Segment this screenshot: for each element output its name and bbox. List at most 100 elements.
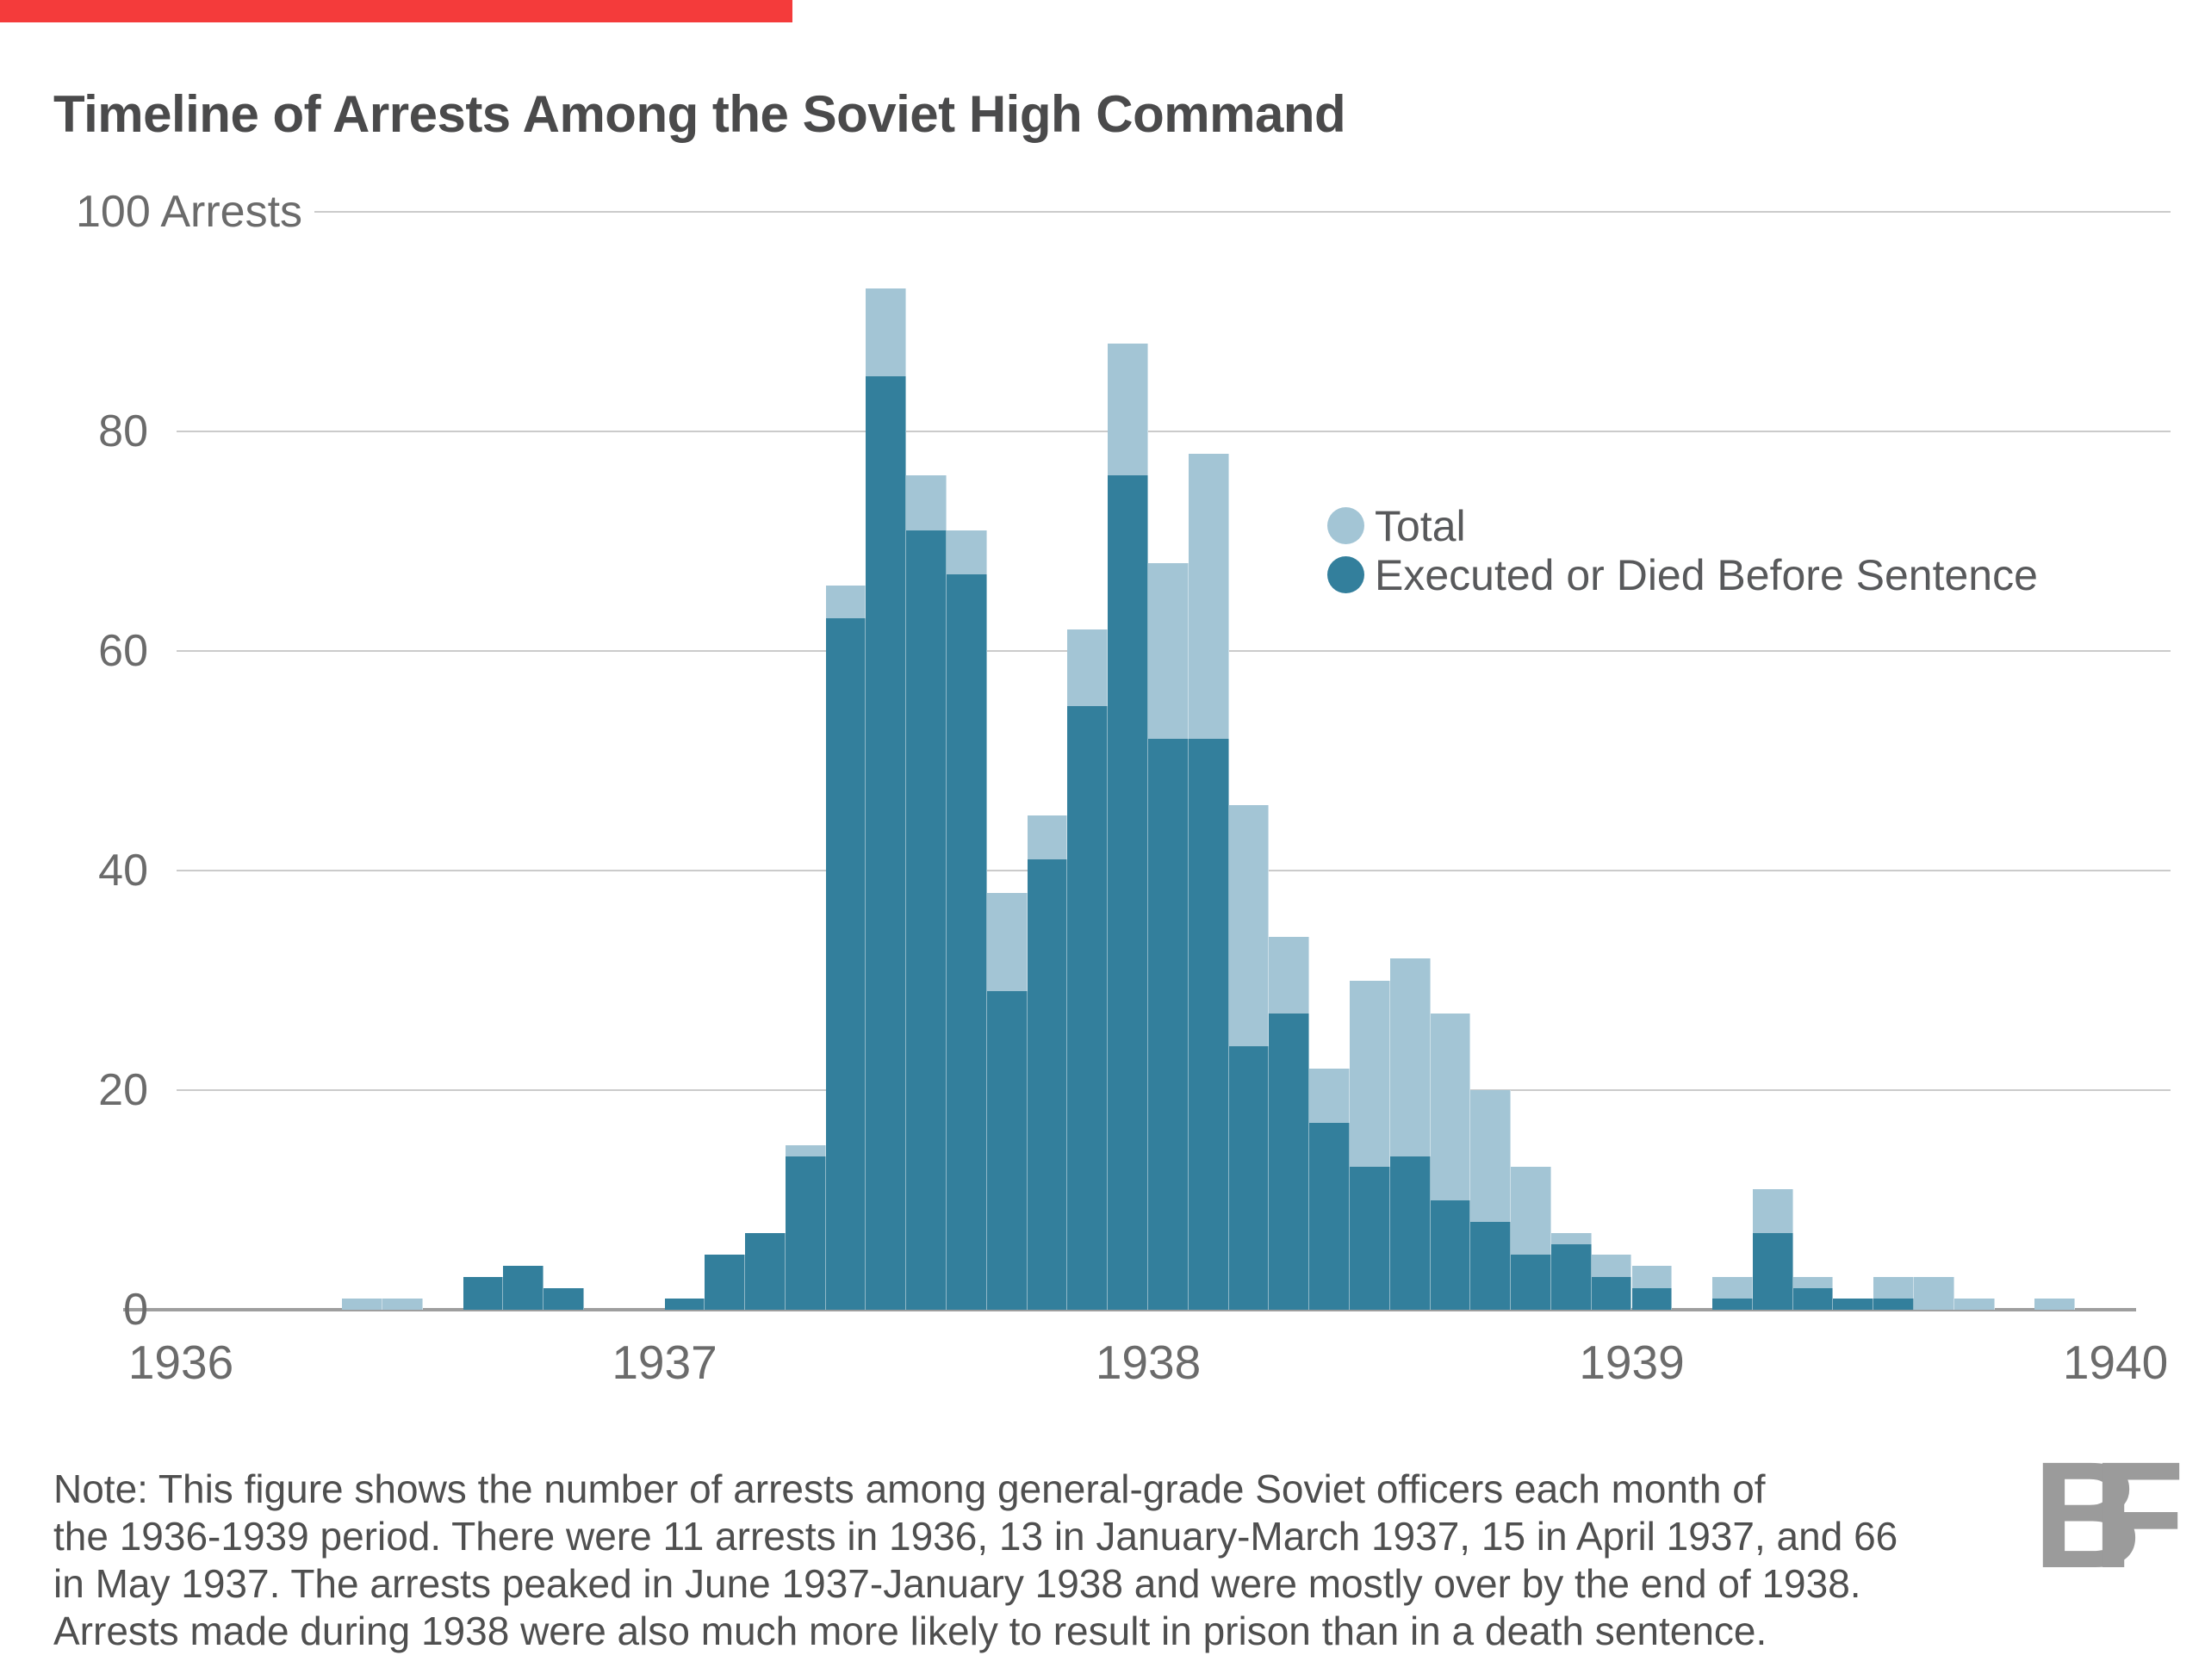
bar-column-Jan 1938 <box>1148 563 1189 1310</box>
bar-executed <box>1148 739 1189 1310</box>
x-tick-label-1940: 1940 <box>2062 1336 2169 1389</box>
bar-column-Nov 1937 <box>1067 629 1109 1310</box>
bar-executed <box>947 573 987 1310</box>
bar-column-Feb 1937 <box>705 1255 746 1310</box>
bar-column-Jun 1936 <box>382 1299 423 1310</box>
bar-column-Jun 1937 <box>866 288 907 1310</box>
top-red-bar <box>0 0 792 22</box>
bar-executed <box>664 1299 705 1310</box>
bar-executed <box>1389 1156 1431 1310</box>
bar-column-May 1936 <box>342 1299 382 1310</box>
y-gridline-80 <box>177 431 2171 432</box>
bar-column-Mar 1939 <box>1712 1276 1753 1310</box>
bar-executed <box>1591 1276 1632 1310</box>
bar-executed <box>906 530 947 1310</box>
legend-dot-executed-icon <box>1327 556 1364 593</box>
bar-executed <box>825 617 866 1310</box>
bar-executed <box>1309 1123 1350 1310</box>
bar-column-Aug 1939 <box>1914 1276 1954 1310</box>
bar-column-Oct 1938 <box>1511 1167 1551 1310</box>
bar-column-Dec 1938 <box>1591 1255 1632 1310</box>
bar-executed <box>1228 1046 1270 1310</box>
bar-total <box>1914 1276 1954 1310</box>
bar-column-Oct 1937 <box>1027 815 1068 1310</box>
bar-executed <box>705 1255 746 1310</box>
bar-column-Nov 1938 <box>1550 1232 1592 1310</box>
bar-executed <box>1511 1255 1551 1310</box>
note-line: the 1936-1939 period. There were 11 arre… <box>53 1514 1898 1559</box>
note-line: Note: This figure shows the number of ar… <box>53 1466 1766 1511</box>
bar-column-Aug 1936 <box>463 1276 504 1310</box>
bar-executed <box>1752 1232 1793 1310</box>
bar-executed <box>1712 1299 1753 1310</box>
bar-column-May 1939 <box>1792 1276 1834 1310</box>
x-tick-label-1936: 1936 <box>127 1336 234 1389</box>
bar-column-May 1938 <box>1309 1068 1350 1310</box>
legend-dot-total-icon <box>1327 507 1364 544</box>
y-tick-label-0: 0 <box>123 1285 148 1335</box>
bar-total <box>382 1299 423 1310</box>
bar-executed <box>1108 475 1148 1310</box>
x-tick-label-1938: 1938 <box>1095 1336 1202 1389</box>
bar-executed <box>463 1276 504 1310</box>
bar-executed <box>745 1232 786 1310</box>
bar-column-Aug 1938 <box>1430 1013 1471 1310</box>
bar-column-Apr 1939 <box>1752 1188 1793 1310</box>
bar-column-Jul 1938 <box>1389 958 1431 1310</box>
bar-executed <box>1067 705 1109 1310</box>
legend: Total Executed or Died Before Sentence <box>1327 501 2038 599</box>
bar-executed <box>1631 1287 1673 1310</box>
bar-total <box>1953 1299 1995 1310</box>
y-gridline-100 <box>314 211 2171 213</box>
bar-executed <box>1550 1243 1592 1310</box>
bar-executed <box>543 1287 584 1310</box>
x-axis-line <box>123 1308 2136 1311</box>
legend-item-total: Total <box>1327 501 2038 550</box>
bar-column-Jan 1937 <box>664 1299 705 1310</box>
bar-total <box>2034 1299 2076 1310</box>
bar-column-Mar 1937 <box>745 1232 786 1310</box>
bar-column-Aug 1937 <box>947 530 987 1310</box>
legend-label-executed: Executed or Died Before Sentence <box>1375 550 2038 599</box>
bar-executed <box>1430 1200 1471 1310</box>
buzzfeed-logo: BF <box>2033 1440 2185 1591</box>
bar-total <box>342 1299 382 1310</box>
y-tick-label-80: 80 <box>98 406 148 456</box>
bar-executed <box>1792 1287 1834 1310</box>
bar-executed <box>986 991 1028 1310</box>
x-tick-label-1939: 1939 <box>1579 1336 1685 1389</box>
bar-executed <box>1833 1299 1874 1310</box>
note-line: Arrests made during 1938 were also much … <box>53 1609 1767 1653</box>
page-title: Timeline of Arrests Among the Soviet Hig… <box>53 85 1346 144</box>
bar-executed <box>1269 1013 1310 1310</box>
bar-column-Oct 1936 <box>543 1287 584 1310</box>
bar-column-Sep 1937 <box>986 892 1028 1310</box>
bar-column-Dec 1937 <box>1108 344 1148 1310</box>
note-text: Note: This figure shows the number of ar… <box>53 1466 1898 1655</box>
bar-column-May 1937 <box>825 585 866 1310</box>
bar-executed <box>503 1266 544 1310</box>
y-tick-label-100: 100 Arrests <box>76 187 303 237</box>
x-tick-label-1937: 1937 <box>612 1336 717 1389</box>
bar-column-Apr 1937 <box>785 1144 826 1310</box>
legend-item-executed: Executed or Died Before Sentence <box>1327 550 2038 599</box>
bar-column-Jun 1939 <box>1833 1299 1874 1310</box>
legend-label-total: Total <box>1375 501 1466 550</box>
bar-executed <box>866 376 907 1310</box>
y-tick-label-60: 60 <box>98 626 148 676</box>
bar-column-Jul 1939 <box>1873 1276 1915 1310</box>
bar-column-Jan 1939 <box>1631 1266 1673 1310</box>
bar-column-Mar 1938 <box>1228 804 1270 1310</box>
bar-executed <box>1188 739 1229 1310</box>
bar-executed <box>1470 1222 1512 1310</box>
bar-executed <box>785 1156 826 1310</box>
bar-executed <box>1027 859 1068 1310</box>
y-tick-label-20: 20 <box>98 1065 148 1115</box>
logo-letter-b: B <box>2033 1431 2143 1600</box>
bar-column-Apr 1938 <box>1269 936 1310 1310</box>
y-tick-label-40: 40 <box>98 846 148 896</box>
bar-column-Sep 1939 <box>1953 1299 1995 1310</box>
logo-letter-f: F <box>2092 1431 2185 1600</box>
bar-column-Feb 1938 <box>1188 453 1229 1310</box>
